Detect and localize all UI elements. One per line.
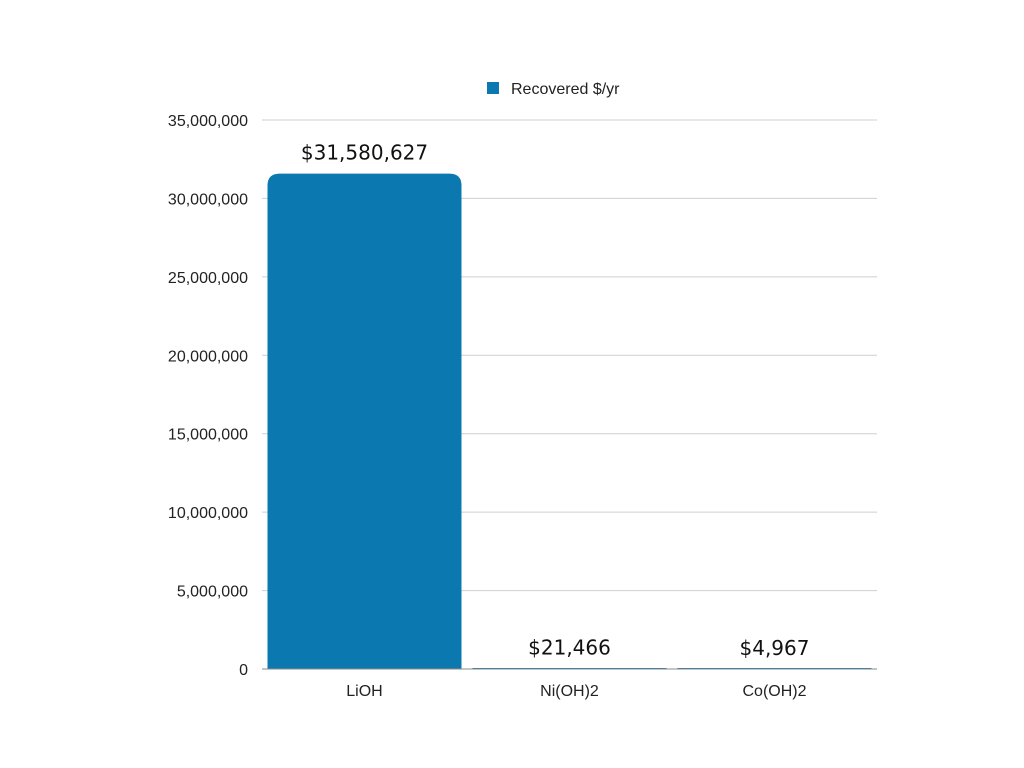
x-category-label: LiOH <box>346 683 382 700</box>
y-tick-label: 0 <box>239 662 248 679</box>
x-category-label: Co(OH)2 <box>742 683 806 700</box>
y-axis-tick-labels: 0 5,000,000 10,000,000 15,000,000 20,000,000… <box>168 113 248 679</box>
data-label: $4,967 <box>740 636 810 660</box>
y-tick-label: 15,000,000 <box>168 427 248 444</box>
y-tick-label: 10,000,000 <box>168 505 248 522</box>
y-tick-label: 30,000,000 <box>168 191 248 208</box>
y-tick-label: 20,000,000 <box>168 348 248 365</box>
data-labels: $31,580,627 $21,466 $4,967 <box>301 141 810 660</box>
data-label: $31,580,627 <box>301 141 428 165</box>
legend-swatch <box>487 82 499 94</box>
x-category-label: Ni(OH)2 <box>540 683 599 700</box>
bars <box>267 173 872 669</box>
y-tick-label: 25,000,000 <box>168 270 248 287</box>
legend-label: Recovered $/yr <box>511 81 620 98</box>
x-axis-category-labels: LiOH Ni(OH)2 Co(OH)2 <box>346 683 806 700</box>
data-label: $21,466 <box>528 636 611 660</box>
y-tick-label: 5,000,000 <box>177 584 248 601</box>
y-tick-label: 35,000,000 <box>168 113 248 130</box>
legend: Recovered $/yr <box>487 81 620 98</box>
bar-lioh <box>267 173 462 669</box>
